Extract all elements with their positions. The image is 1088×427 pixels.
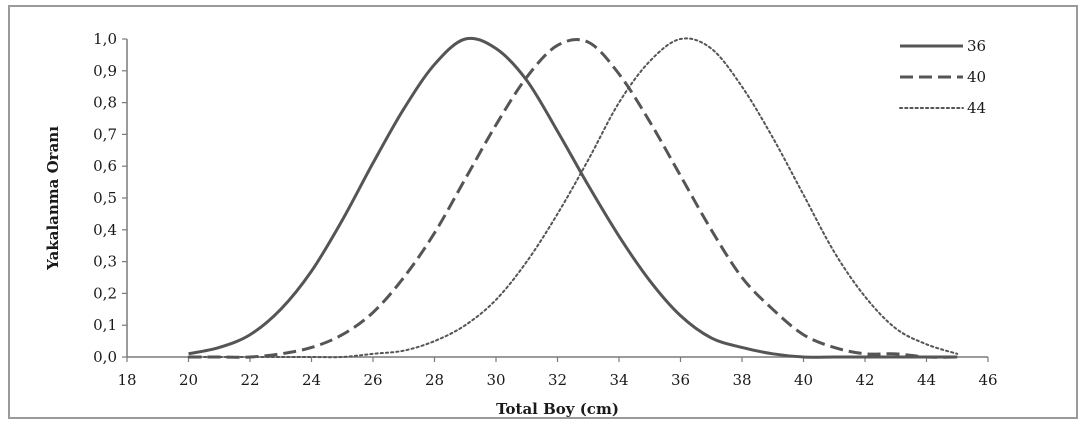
x-tick-label: 32 bbox=[548, 371, 567, 389]
y-tick-label: 1,0 bbox=[93, 30, 117, 48]
x-tick-label: 24 bbox=[302, 371, 321, 389]
x-tick-label: 28 bbox=[425, 371, 444, 389]
axes bbox=[122, 38, 989, 362]
y-tick-label: 0,1 bbox=[93, 316, 117, 334]
x-tick-label: 34 bbox=[609, 371, 628, 389]
x-tick-label: 44 bbox=[917, 371, 936, 389]
y-axis-title: Yakalanma Oranı bbox=[44, 126, 62, 271]
x-tick-label: 40 bbox=[794, 371, 813, 389]
y-tick-label: 0,0 bbox=[93, 348, 117, 366]
x-tick-label: 42 bbox=[855, 371, 874, 389]
y-tick-label: 0,8 bbox=[93, 94, 117, 112]
x-tick-label: 18 bbox=[117, 371, 136, 389]
y-tick-label: 0,7 bbox=[93, 125, 117, 143]
x-tick-label: 30 bbox=[486, 371, 505, 389]
series-line-40 bbox=[188, 38, 958, 359]
x-tick-label: 20 bbox=[179, 371, 198, 389]
legend-label-44: 44 bbox=[967, 99, 986, 117]
legend-label-36: 36 bbox=[967, 37, 986, 55]
y-tick-label: 0,2 bbox=[93, 284, 117, 302]
y-tick-label: 0,5 bbox=[93, 189, 117, 207]
series-lines bbox=[187, 36, 959, 359]
y-tick-label: 0,6 bbox=[93, 157, 117, 175]
y-tick-label: 0,9 bbox=[93, 62, 117, 80]
tick-labels: 0,0 0,1 0,2 0,3 0,4 0,5 0,6 0,7 0,8 0,9 1,0 18 20 22 2… bbox=[93, 30, 997, 389]
legend: 36 40 44 bbox=[899, 37, 986, 117]
x-tick-label: 38 bbox=[732, 371, 751, 389]
x-tick-label: 46 bbox=[978, 371, 997, 389]
chart-frame bbox=[8, 5, 1078, 419]
series-line-36 bbox=[188, 36, 958, 359]
x-tick-label: 26 bbox=[363, 371, 382, 389]
series-line-44 bbox=[187, 37, 959, 359]
x-tick-label: 36 bbox=[671, 371, 690, 389]
legend-label-40: 40 bbox=[967, 68, 986, 86]
y-tick-label: 0,3 bbox=[93, 253, 117, 271]
x-axis-title: Total Boy (cm) bbox=[496, 400, 619, 418]
x-tick-label: 22 bbox=[240, 371, 259, 389]
y-tick-label: 0,4 bbox=[93, 221, 117, 239]
